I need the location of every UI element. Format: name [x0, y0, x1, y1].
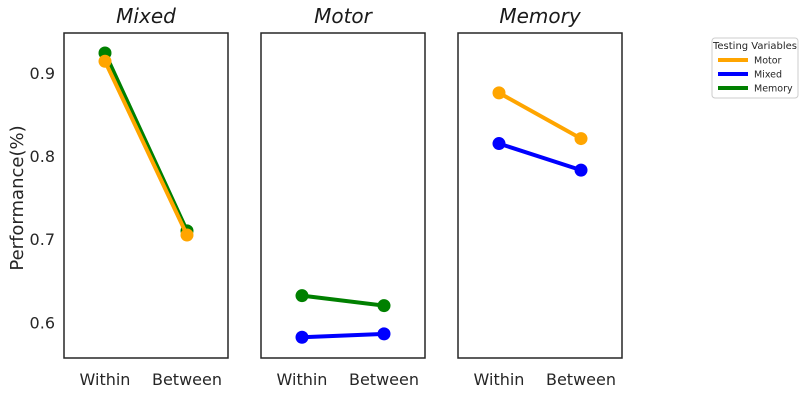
legend-label: Motor [754, 56, 782, 67]
data-point-mixed [574, 163, 588, 177]
data-point-mixed [377, 327, 391, 341]
data-point-mixed [295, 330, 309, 344]
panel-frame [260, 32, 426, 359]
legend-label: Mixed [754, 70, 782, 81]
legend-entry-motor: Motor [718, 56, 782, 67]
data-point-motor [574, 132, 588, 146]
x-tick-label-between: Between [546, 370, 616, 389]
series-line-memory [300, 293, 386, 308]
series-mixed [295, 327, 391, 344]
x-tick-label-within: Within [474, 370, 525, 389]
legend-box [711, 37, 799, 99]
data-point-motor [492, 86, 506, 100]
legend: Testing Variables Motor Mixed Memory [711, 37, 799, 99]
panel-motor: Motor Within Between [260, 4, 426, 389]
x-tick-label-within: Within [277, 370, 328, 389]
series-motor [98, 54, 194, 242]
y-tick-label: 0.9 [30, 64, 55, 83]
series-line-mixed [300, 331, 386, 340]
panel-frame [63, 32, 229, 359]
data-point-motor [180, 228, 194, 242]
series-line-motor [497, 90, 583, 141]
legend-title: Testing Variables [712, 41, 797, 52]
panel-frame [457, 32, 623, 359]
data-point-memory [295, 289, 309, 303]
panel-title-mixed: Mixed [116, 4, 176, 28]
data-point-memory [377, 299, 391, 313]
series-mixed [492, 137, 588, 177]
y-tick-label: 0.6 [30, 313, 55, 332]
y-tick-label: 0.7 [30, 230, 55, 249]
series-motor [492, 86, 588, 146]
y-tick-label: 0.8 [30, 147, 55, 166]
series-memory [295, 289, 391, 313]
panels: Mixed 0.6 0.7 0.8 0.9 Within Between Motor Withi… [30, 4, 623, 389]
series-line-memory [103, 50, 189, 233]
y-axis-label: Performance(%) [7, 125, 28, 270]
data-point-mixed [492, 137, 506, 151]
legend-entry-memory: Memory [718, 84, 793, 95]
x-tick-label-between: Between [152, 370, 222, 389]
legend-label: Memory [754, 84, 793, 95]
x-tick-label-within: Within [80, 370, 131, 389]
data-point-motor [98, 54, 112, 68]
x-tick-label-between: Between [349, 370, 419, 389]
legend-entry-mixed: Mixed [718, 70, 782, 81]
panel-memory: Memory Within Between [457, 4, 623, 389]
panel-title-memory: Memory [499, 4, 582, 28]
panel-mixed: Mixed 0.6 0.7 0.8 0.9 Within Between [30, 4, 229, 389]
panel-title-motor: Motor [314, 4, 374, 28]
series-line-motor [103, 59, 189, 237]
series-line-mixed [497, 141, 583, 173]
